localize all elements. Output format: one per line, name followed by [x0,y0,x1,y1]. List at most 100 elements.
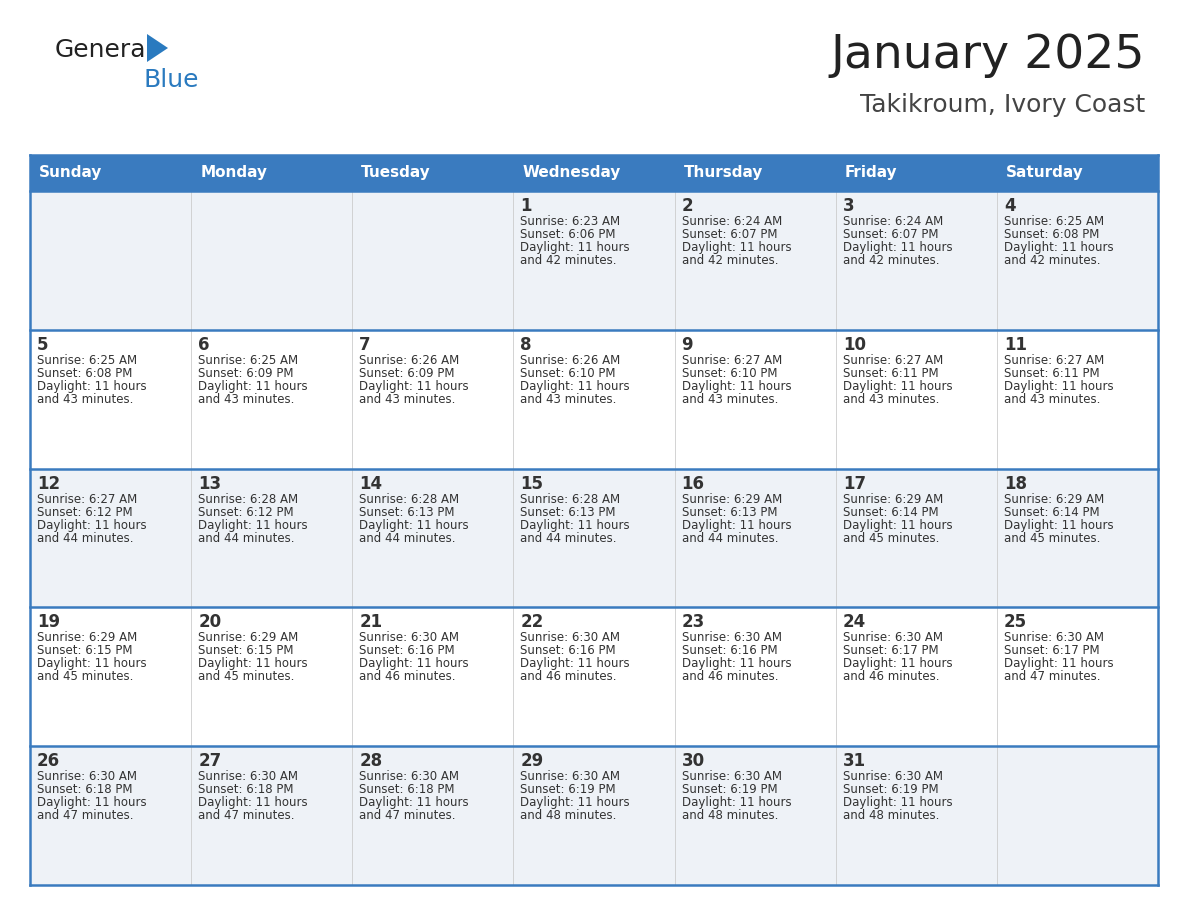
Text: 15: 15 [520,475,543,493]
Text: Daylight: 11 hours: Daylight: 11 hours [842,380,953,393]
Text: Sunset: 6:09 PM: Sunset: 6:09 PM [359,367,455,380]
Text: Daylight: 11 hours: Daylight: 11 hours [359,657,469,670]
Text: Sunrise: 6:25 AM: Sunrise: 6:25 AM [198,353,298,367]
Text: January 2025: January 2025 [830,32,1145,77]
Text: Sunrise: 6:23 AM: Sunrise: 6:23 AM [520,215,620,228]
Text: and 43 minutes.: and 43 minutes. [1004,393,1100,406]
Text: Sunset: 6:06 PM: Sunset: 6:06 PM [520,228,615,241]
Bar [997,155,1158,191]
Text: Thursday: Thursday [683,165,763,181]
Text: Sunset: 6:13 PM: Sunset: 6:13 PM [359,506,455,519]
Text: and 42 minutes.: and 42 minutes. [1004,254,1100,267]
Text: 3: 3 [842,197,854,215]
Text: and 47 minutes.: and 47 minutes. [359,809,456,823]
Text: and 47 minutes.: and 47 minutes. [198,809,295,823]
Text: Daylight: 11 hours: Daylight: 11 hours [682,796,791,809]
Text: Sunset: 6:18 PM: Sunset: 6:18 PM [359,783,455,796]
Text: and 45 minutes.: and 45 minutes. [198,670,295,683]
Text: 23: 23 [682,613,704,632]
Text: Sunrise: 6:30 AM: Sunrise: 6:30 AM [682,770,782,783]
Text: Sunset: 6:16 PM: Sunset: 6:16 PM [520,644,617,657]
Bar [30,191,191,330]
Text: 22: 22 [520,613,544,632]
Text: Sunset: 6:18 PM: Sunset: 6:18 PM [198,783,293,796]
Bar [997,468,1158,608]
Text: Sunset: 6:11 PM: Sunset: 6:11 PM [842,367,939,380]
Text: 5: 5 [37,336,49,353]
Text: Sunset: 6:15 PM: Sunset: 6:15 PM [37,644,133,657]
Text: Daylight: 11 hours: Daylight: 11 hours [842,241,953,254]
Text: Sunset: 6:12 PM: Sunset: 6:12 PM [37,506,133,519]
Bar [353,191,513,330]
Text: and 43 minutes.: and 43 minutes. [359,393,456,406]
Bar [353,468,513,608]
Text: Daylight: 11 hours: Daylight: 11 hours [842,519,953,532]
Text: and 45 minutes.: and 45 minutes. [37,670,133,683]
Text: Daylight: 11 hours: Daylight: 11 hours [37,657,146,670]
Text: 16: 16 [682,475,704,493]
Text: Daylight: 11 hours: Daylight: 11 hours [1004,657,1113,670]
Bar [835,330,997,468]
Text: 11: 11 [1004,336,1026,353]
Text: Daylight: 11 hours: Daylight: 11 hours [520,796,630,809]
Text: Daylight: 11 hours: Daylight: 11 hours [520,519,630,532]
Text: Sunset: 6:13 PM: Sunset: 6:13 PM [682,506,777,519]
Text: and 43 minutes.: and 43 minutes. [37,393,133,406]
Text: Sunrise: 6:30 AM: Sunrise: 6:30 AM [682,632,782,644]
Text: Daylight: 11 hours: Daylight: 11 hours [682,380,791,393]
Text: Wednesday: Wednesday [523,165,621,181]
Text: and 42 minutes.: and 42 minutes. [520,254,617,267]
Bar [353,330,513,468]
Text: 25: 25 [1004,613,1026,632]
Text: Tuesday: Tuesday [361,165,431,181]
Text: and 42 minutes.: and 42 minutes. [842,254,940,267]
Text: 29: 29 [520,752,544,770]
Text: and 44 minutes.: and 44 minutes. [520,532,617,544]
Text: 24: 24 [842,613,866,632]
Bar [30,330,191,468]
Text: and 43 minutes.: and 43 minutes. [520,393,617,406]
Text: Daylight: 11 hours: Daylight: 11 hours [842,657,953,670]
Text: 17: 17 [842,475,866,493]
Text: Takikroum, Ivory Coast: Takikroum, Ivory Coast [860,93,1145,117]
Text: and 45 minutes.: and 45 minutes. [842,532,939,544]
Bar [675,608,835,746]
Text: Sunset: 6:16 PM: Sunset: 6:16 PM [682,644,777,657]
Bar [835,746,997,885]
Bar [30,155,191,191]
Text: 7: 7 [359,336,371,353]
Bar [675,191,835,330]
Text: and 44 minutes.: and 44 minutes. [682,532,778,544]
Text: 31: 31 [842,752,866,770]
Text: Sunset: 6:10 PM: Sunset: 6:10 PM [520,367,615,380]
Text: Sunset: 6:17 PM: Sunset: 6:17 PM [1004,644,1099,657]
Bar [353,608,513,746]
Text: Daylight: 11 hours: Daylight: 11 hours [198,796,308,809]
Text: 6: 6 [198,336,209,353]
Text: Sunday: Sunday [39,165,102,181]
Text: and 46 minutes.: and 46 minutes. [842,670,940,683]
Text: Sunrise: 6:30 AM: Sunrise: 6:30 AM [520,632,620,644]
Text: Sunset: 6:19 PM: Sunset: 6:19 PM [682,783,777,796]
Text: Sunrise: 6:30 AM: Sunrise: 6:30 AM [520,770,620,783]
Text: Daylight: 11 hours: Daylight: 11 hours [1004,380,1113,393]
Text: Sunrise: 6:28 AM: Sunrise: 6:28 AM [198,493,298,506]
Text: Saturday: Saturday [1006,165,1083,181]
Text: Sunset: 6:07 PM: Sunset: 6:07 PM [842,228,939,241]
Text: Sunrise: 6:29 AM: Sunrise: 6:29 AM [198,632,298,644]
Text: Sunset: 6:19 PM: Sunset: 6:19 PM [842,783,939,796]
Text: and 45 minutes.: and 45 minutes. [1004,532,1100,544]
Text: and 48 minutes.: and 48 minutes. [842,809,939,823]
Bar [513,191,675,330]
Bar [30,746,191,885]
Text: 27: 27 [198,752,221,770]
Text: 18: 18 [1004,475,1026,493]
Bar [675,468,835,608]
Text: Sunrise: 6:26 AM: Sunrise: 6:26 AM [520,353,620,367]
Bar [353,746,513,885]
Text: Sunrise: 6:27 AM: Sunrise: 6:27 AM [682,353,782,367]
Text: Daylight: 11 hours: Daylight: 11 hours [520,380,630,393]
Text: Daylight: 11 hours: Daylight: 11 hours [198,657,308,670]
Bar [835,608,997,746]
Text: Daylight: 11 hours: Daylight: 11 hours [37,519,146,532]
